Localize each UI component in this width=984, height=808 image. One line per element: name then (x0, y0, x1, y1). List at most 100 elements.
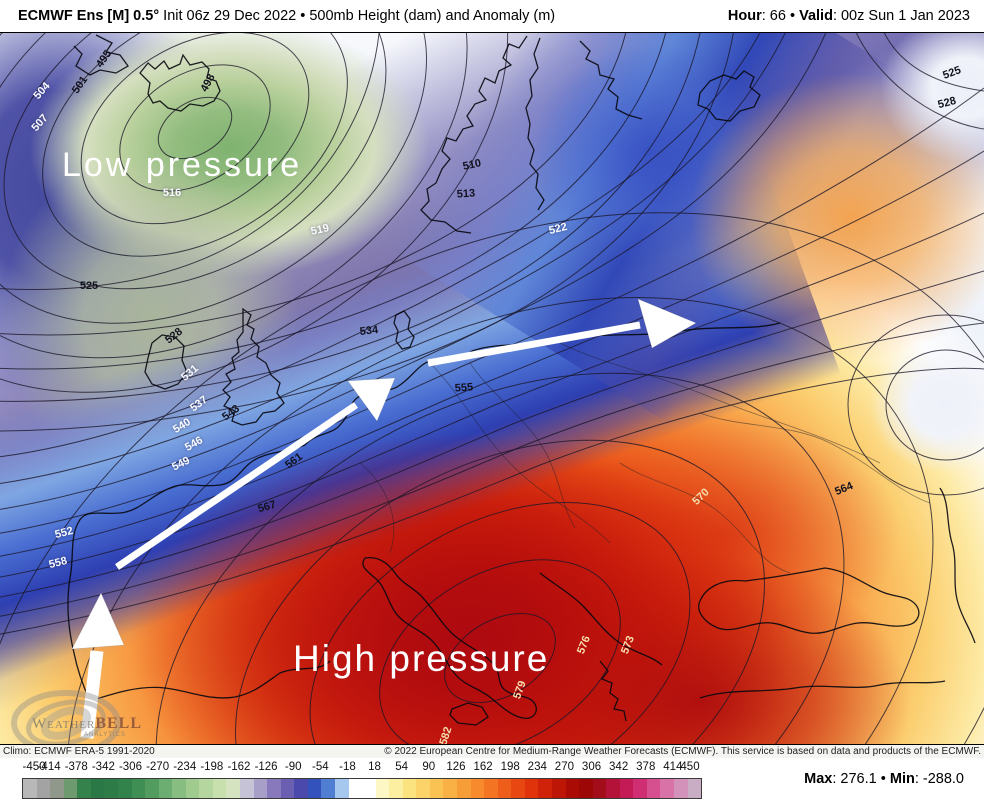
ridge-arrow-shaft (80, 650, 104, 739)
colorbar-tick: -162 (227, 761, 251, 773)
max-label: Max (804, 771, 833, 787)
max-min-readout: Max: 276.1 • Min: -288.0 (804, 771, 964, 787)
weatherbell-swirl-icon (11, 690, 121, 744)
colorbar-cell (646, 779, 661, 798)
colorbar-cell (443, 779, 457, 798)
hour-value: : 66 • (761, 8, 800, 24)
colorbar-cell (362, 779, 376, 798)
colorbar-tick: -342 (91, 761, 115, 773)
colorbar-tick: -306 (118, 761, 142, 773)
colorbar-tick: 270 (554, 761, 574, 773)
colorbar-cell (551, 779, 566, 798)
contour-label-534: 534 (359, 324, 379, 338)
hour-label: Hour (727, 8, 762, 24)
colorbar-cell (470, 779, 485, 798)
coast-denmark (393, 310, 415, 350)
colorbar-tick: -378 (64, 761, 88, 773)
colorbar-cell (457, 779, 471, 798)
coast-south-spain (89, 660, 331, 702)
colorbar-cell (63, 779, 78, 798)
degree-symbol: ° (153, 8, 160, 24)
ridge-arrowhead (71, 592, 125, 650)
jet-arrowhead-mid (347, 377, 396, 422)
colorbar-cell (321, 779, 335, 798)
colorbar-cell (606, 779, 620, 798)
coast-britain (222, 307, 285, 426)
coast-greece (599, 660, 627, 722)
colorbar-cell (145, 779, 159, 798)
colorbar-cell (511, 779, 525, 798)
colorbar-cell (579, 779, 593, 798)
colorbar-cell (674, 779, 688, 798)
legend-area: -450 -414 -378 -342 -306 -270 -234 -198 -162 -126… (0, 758, 984, 808)
colorbar-tick: -198 (200, 761, 224, 773)
colorbar-cell (497, 779, 512, 798)
colorbar-tick: 126 (446, 761, 466, 773)
colorbar-tick: 378 (636, 761, 656, 773)
colorbar-tick: -54 (312, 761, 329, 773)
coast-turkey (699, 680, 946, 699)
colorbar-cell (253, 779, 268, 798)
colorbar-tick: -90 (284, 761, 302, 773)
colorbar-cell (172, 779, 186, 798)
colorbar-tick: -126 (254, 761, 278, 773)
map-title: ECMWF Ens [M] 0.5° Init 06z 29 Dec 2022 … (0, 8, 555, 24)
colorbar-cell (389, 779, 403, 798)
colorbar-cell (280, 779, 295, 798)
corner-contours (847, 33, 984, 496)
colorbar-cell (23, 779, 37, 798)
colorbar-tick: -18 (339, 761, 356, 773)
title-bar: ECMWF Ens [M] 0.5° Init 06z 29 Dec 2022 … (0, 0, 984, 32)
colorbar-cell (199, 779, 213, 798)
colorbar-tick: 342 (609, 761, 629, 773)
weatherbell-watermark: WeatherBELL ANALYTICS (6, 685, 176, 744)
attribution-strip: Climo: ECMWF ERA-5 1991-2020 © 2022 Euro… (0, 745, 984, 758)
contour-label-516: 516 (162, 187, 182, 199)
colorbar-cell (348, 779, 363, 798)
jet-arrow-shaft-sw (115, 402, 358, 570)
high-pressure-annotation: High pressure (293, 638, 550, 679)
contour-label-513: 513 (456, 187, 476, 201)
colorbar-cell (660, 779, 674, 798)
colorbar-cell (226, 779, 240, 798)
colorbar-cell (484, 779, 498, 798)
coast-arctic-island (697, 70, 761, 122)
colorbar-tick: 306 (581, 761, 602, 773)
colorbar-cell (619, 779, 634, 798)
colorbar-tick: 18 (368, 761, 381, 773)
colorbar-cell (402, 779, 417, 798)
colorbar-cell (538, 779, 552, 798)
anomaly-colorbar (22, 778, 702, 799)
colorbar-cell (565, 779, 580, 798)
colorbar-cell (104, 779, 118, 798)
colorbar-tick: 234 (527, 761, 547, 773)
colorbar-cell (429, 779, 444, 798)
colorbar-cell (50, 779, 64, 798)
colorbar-cell (592, 779, 607, 798)
colorbar-cell (267, 779, 281, 798)
colorbar-tick: 54 (395, 761, 409, 773)
coast-white-sea (579, 40, 643, 120)
climo-text: Climo: ECMWF ERA-5 1991-2020 (3, 746, 155, 757)
colorbar-cell (334, 779, 349, 798)
colorbar-cell (633, 779, 647, 798)
colorbar-cell (212, 779, 227, 798)
contours-and-coastlines (0, 33, 984, 744)
contour-label-555: 555 (454, 381, 474, 395)
high-contour-ellipses (0, 212, 984, 744)
max-value: : 276.1 • (832, 771, 890, 787)
colorbar-tick-labels: -450 -414 -378 -342 -306 -270 -234 -198 -162 -126… (0, 761, 984, 775)
colorbar-cell (687, 779, 702, 798)
colorbar-tick: -234 (173, 761, 197, 773)
coastlines (67, 34, 976, 726)
colorbar-cell (294, 779, 308, 798)
weatherbell-wordmark: WeatherBELL (32, 715, 143, 732)
coast-iceland (139, 53, 221, 112)
min-value: : -288.0 (914, 771, 964, 787)
country-borders (359, 342, 931, 574)
colorbar-cell (77, 779, 91, 798)
coast-italy (362, 557, 537, 719)
min-label: Min (889, 771, 915, 787)
coast-greenland (73, 34, 129, 76)
